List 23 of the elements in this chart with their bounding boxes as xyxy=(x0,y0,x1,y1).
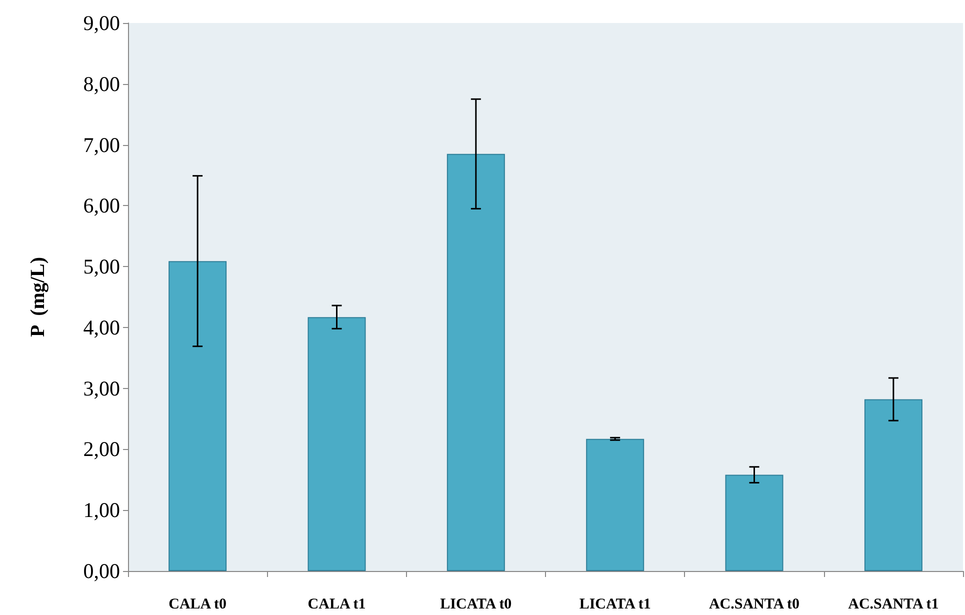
bar xyxy=(168,261,227,571)
x-tick-label: AC.SANTA t1 xyxy=(848,596,939,612)
bar xyxy=(308,317,366,571)
bar xyxy=(725,474,784,571)
y-tick-label: 3,00 xyxy=(83,376,120,400)
y-axis-title: P (mg/L) xyxy=(27,257,49,337)
x-tick-label: AC.SANTA t0 xyxy=(708,596,800,612)
x-tick-label: LICATA t1 xyxy=(579,596,651,612)
y-tick-label: 9,00 xyxy=(83,11,120,35)
y-tick-label: 8,00 xyxy=(83,72,120,96)
bar xyxy=(446,154,505,571)
x-tick-label: CALA t0 xyxy=(168,596,227,612)
y-tick-label: 4,00 xyxy=(83,315,120,340)
bar xyxy=(586,438,644,571)
y-tick-label: 2,00 xyxy=(83,437,120,462)
y-tick-label: 6,00 xyxy=(83,194,120,218)
y-tick-label: 1,00 xyxy=(83,498,120,522)
x-tick-label: LICATA t0 xyxy=(440,596,512,612)
bar xyxy=(864,399,922,571)
y-tick-label: 7,00 xyxy=(83,132,120,157)
y-tick-label: 5,00 xyxy=(83,254,120,279)
y-tick-label: 0,00 xyxy=(83,559,120,583)
x-tick-label: CALA t1 xyxy=(308,596,366,612)
